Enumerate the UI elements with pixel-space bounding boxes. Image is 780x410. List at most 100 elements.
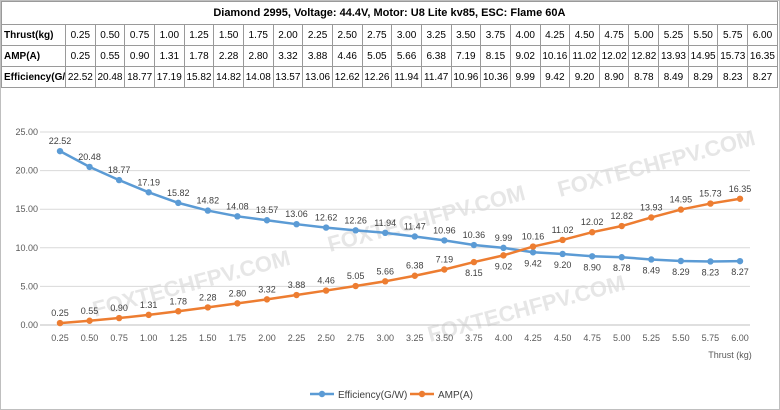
- row-header: AMP(A): [1, 45, 66, 67]
- data-label: 12.82: [610, 211, 633, 221]
- x-tick-label: 4.25: [524, 333, 542, 343]
- table-cell: 1.31: [153, 45, 185, 67]
- series-layer: 22.52 20.48 18.77 17.19 15.82 14.82 14.08 13.57…: [49, 136, 751, 327]
- data-point: [677, 257, 685, 265]
- data-point: [175, 308, 182, 315]
- x-tick-label: 5.75: [702, 333, 720, 343]
- data-point: [441, 237, 448, 244]
- x-tick-label: 1.00: [140, 333, 158, 343]
- x-tick-label: 4.75: [583, 333, 601, 343]
- data-label: 5.05: [347, 271, 365, 281]
- table-cell: 15.82: [183, 66, 215, 88]
- table-title-row: Diamond 2995, Voltage: 44.4V, Motor: U8 …: [1, 1, 778, 25]
- table-cell: 0.25: [65, 24, 96, 46]
- table-cell: 12.26: [361, 66, 393, 88]
- data-point: [677, 206, 685, 213]
- legend: Efficiency(G/W) AMP(A): [310, 390, 473, 401]
- series-amp: 0.25 0.55 0.90 1.31 1.78 2.28 2.80 3.32 3.88 4.46…: [51, 184, 751, 327]
- data-point: [352, 227, 359, 234]
- data-point: [322, 287, 330, 294]
- table-cell: 18.77: [124, 66, 155, 88]
- table-row: Efficiency(G/W)22.5220.4818.7717.1915.82…: [1, 66, 778, 88]
- table-cell: 5.00: [628, 24, 660, 46]
- table-cell: 0.50: [94, 24, 126, 46]
- table-cell: 9.02: [509, 45, 541, 67]
- data-point: [382, 229, 389, 237]
- data-label: 10.16: [522, 232, 545, 242]
- data-point: [322, 224, 330, 231]
- y-tick-label: 20.00: [15, 166, 38, 176]
- table-cell: 9.42: [539, 66, 571, 88]
- data-point: [618, 222, 625, 230]
- table-cell: 5.75: [717, 24, 749, 46]
- table-cell: 10.16: [539, 45, 571, 67]
- data-point: [588, 253, 596, 260]
- table-cell: 11.02: [569, 45, 600, 67]
- data-point: [145, 311, 152, 319]
- x-axis: 0.25 0.50 0.75 1.00 1.25 1.50 1.75 2.00 2.25 2.50…: [51, 333, 749, 343]
- y-tick-label: 15.00: [15, 204, 38, 214]
- data-point: [263, 217, 271, 224]
- data-point: [56, 147, 64, 155]
- table-cell: 9.99: [509, 66, 541, 88]
- table-cell: 3.50: [450, 24, 482, 46]
- data-label: 8.23: [702, 267, 720, 277]
- table-cell: 3.75: [480, 24, 511, 46]
- data-label: 15.73: [699, 189, 722, 199]
- data-label: 9.20: [554, 260, 572, 270]
- x-tick-label: 3.00: [376, 333, 394, 343]
- data-point: [293, 220, 300, 228]
- legend-label: Efficiency(G/W): [338, 390, 407, 401]
- watermark-layer: FOXTECHFPV.COMFOXTECHFPV.COMFOXTECHFPV.C…: [90, 125, 758, 347]
- data-label: 8.49: [643, 265, 661, 275]
- data-point: [441, 266, 448, 273]
- x-tick-label: 1.50: [199, 333, 217, 343]
- data-point: [529, 249, 537, 256]
- table-cell: 1.75: [242, 24, 274, 46]
- data-point: [293, 291, 300, 299]
- data-point: [86, 317, 93, 324]
- data-label: 0.55: [81, 306, 99, 316]
- data-label: 12.62: [315, 213, 338, 223]
- data-label: 1.31: [140, 300, 158, 310]
- data-label: 11.02: [552, 225, 574, 235]
- table-cell: 10.36: [480, 66, 511, 88]
- data-point: [500, 252, 507, 259]
- table-cell: 22.52: [65, 66, 96, 88]
- data-label: 14.95: [670, 195, 693, 205]
- data-point: [736, 195, 744, 202]
- data-label: 9.02: [495, 261, 513, 271]
- data-point: [115, 176, 123, 184]
- legend-marker: [318, 390, 326, 398]
- table-cell: 0.25: [65, 45, 96, 67]
- data-label: 14.08: [226, 201, 249, 211]
- table-cell: 14.08: [242, 66, 274, 88]
- x-axis-title: Thrust (kg): [708, 350, 752, 360]
- data-label: 9.42: [524, 258, 542, 268]
- data-point: [411, 272, 418, 279]
- data-label: 12.26: [344, 215, 367, 225]
- x-tick-label: 0.50: [81, 333, 99, 343]
- data-label: 2.80: [229, 288, 247, 298]
- data-label: 22.52: [49, 136, 72, 146]
- table-cell: 12.82: [628, 45, 660, 67]
- data-point: [470, 258, 478, 266]
- y-tick-label: 25.00: [15, 127, 38, 137]
- data-point: [204, 207, 212, 214]
- data-label: 0.25: [51, 308, 69, 318]
- data-label: 0.90: [110, 303, 128, 313]
- table-cell: 0.55: [94, 45, 126, 67]
- data-point: [145, 189, 152, 196]
- data-label: 11.94: [374, 218, 396, 228]
- table-cell: 14.95: [687, 45, 719, 67]
- table-cell: 3.00: [391, 24, 422, 46]
- x-tick-label: 3.25: [406, 333, 424, 343]
- data-point: [234, 213, 241, 220]
- x-tick-label: 1.25: [169, 333, 187, 343]
- data-label: 15.82: [167, 188, 190, 198]
- table-cell: 8.78: [628, 66, 660, 88]
- table-cell: 3.32: [272, 45, 304, 67]
- data-label: 4.46: [317, 276, 335, 286]
- line-chart: FOXTECHFPV.COMFOXTECHFPV.COMFOXTECHFPV.C…: [15, 125, 758, 401]
- table-cell: 9.20: [569, 66, 600, 88]
